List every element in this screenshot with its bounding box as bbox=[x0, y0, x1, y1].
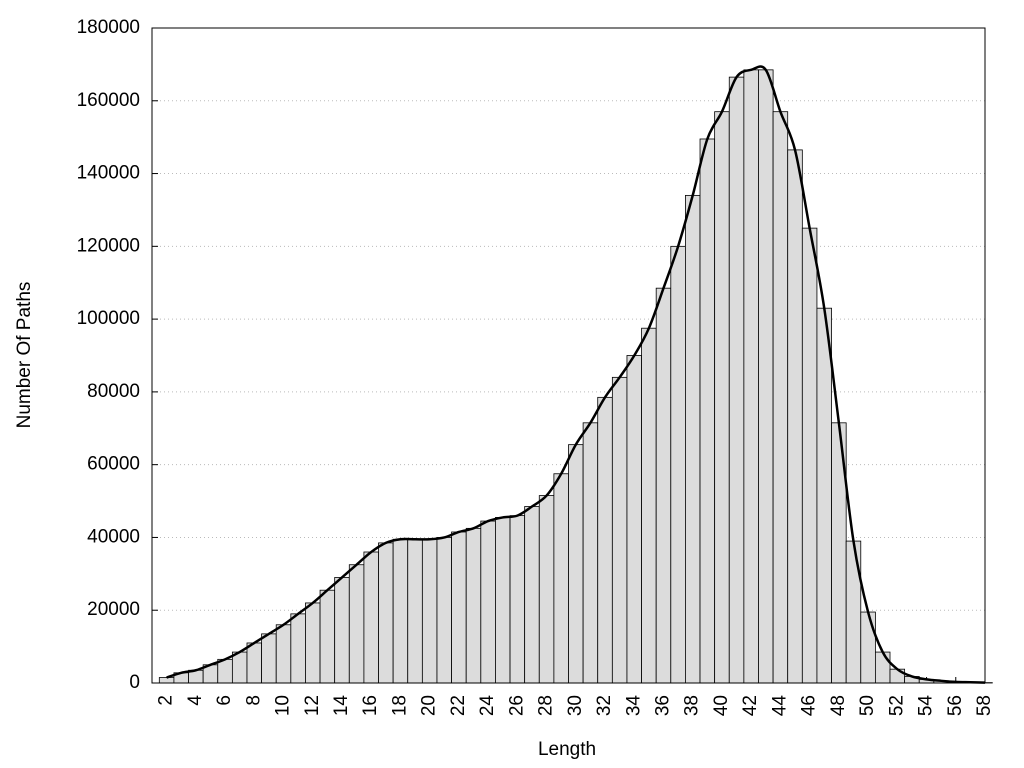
bar bbox=[495, 517, 511, 684]
x-tick-label: 54 bbox=[916, 695, 937, 717]
bar bbox=[348, 564, 365, 684]
y-tick-label: 100000 bbox=[77, 308, 140, 329]
y-tick-label: 0 bbox=[129, 672, 140, 693]
y-tick-label: 60000 bbox=[87, 454, 140, 475]
y-tick-label: 180000 bbox=[77, 17, 140, 38]
bar bbox=[305, 602, 321, 684]
x-tick-label: 10 bbox=[273, 695, 294, 716]
plot-frame bbox=[151, 27, 986, 684]
bar bbox=[874, 651, 891, 684]
x-tick-label: 50 bbox=[857, 695, 878, 716]
x-tick-label: 36 bbox=[653, 695, 674, 716]
bar bbox=[290, 613, 306, 684]
bar bbox=[275, 624, 292, 684]
bar bbox=[772, 111, 789, 684]
bar bbox=[509, 515, 526, 684]
bar bbox=[655, 287, 672, 684]
bar bbox=[436, 537, 452, 684]
y-tick-label: 120000 bbox=[77, 235, 140, 256]
bar bbox=[319, 589, 336, 684]
bar bbox=[758, 69, 774, 684]
x-tick-label: 12 bbox=[302, 695, 323, 716]
x-axis-label: Length bbox=[538, 739, 596, 760]
x-tick-label: 58 bbox=[974, 695, 995, 716]
bar bbox=[480, 520, 496, 684]
x-tick-label: 32 bbox=[594, 695, 615, 716]
bar bbox=[670, 245, 686, 684]
x-tick-label: 16 bbox=[360, 695, 381, 716]
y-tick-label: 140000 bbox=[77, 163, 140, 184]
x-tick-label: 52 bbox=[886, 695, 907, 716]
y-tick-label: 80000 bbox=[87, 381, 140, 402]
bar bbox=[714, 111, 730, 684]
x-tick-label: 28 bbox=[536, 695, 557, 716]
bar bbox=[611, 376, 628, 684]
bar bbox=[568, 444, 584, 684]
bar bbox=[231, 651, 248, 684]
x-tick-label: 2 bbox=[156, 695, 177, 706]
x-tick-label: 40 bbox=[711, 695, 732, 716]
bar bbox=[582, 422, 599, 684]
y-tick-label: 40000 bbox=[87, 526, 140, 547]
x-tick-label: 14 bbox=[331, 695, 352, 717]
bar bbox=[217, 658, 233, 684]
bar bbox=[699, 138, 716, 684]
y-tick-label: 20000 bbox=[87, 599, 140, 620]
bar bbox=[334, 577, 350, 684]
bar bbox=[597, 396, 613, 684]
bar bbox=[524, 506, 540, 684]
bar bbox=[641, 327, 657, 684]
x-tick-label: 18 bbox=[389, 695, 410, 716]
bar bbox=[421, 538, 438, 684]
x-tick-label: 4 bbox=[185, 695, 206, 706]
bar bbox=[743, 69, 759, 684]
x-tick-label: 34 bbox=[623, 695, 644, 717]
x-tick-label: 26 bbox=[506, 695, 527, 716]
bar bbox=[407, 538, 423, 684]
bar bbox=[728, 76, 745, 684]
bar bbox=[158, 677, 175, 684]
y-axis-label: Number Of Paths bbox=[14, 282, 35, 429]
bar bbox=[261, 633, 277, 684]
x-tick-label: 44 bbox=[769, 695, 790, 717]
x-tick-label: 24 bbox=[477, 695, 498, 717]
bar bbox=[246, 642, 263, 684]
bar bbox=[860, 611, 876, 684]
bar bbox=[685, 194, 701, 684]
bar bbox=[816, 307, 832, 684]
x-tick-label: 56 bbox=[945, 695, 966, 716]
y-tick-label: 160000 bbox=[77, 90, 140, 111]
bar bbox=[451, 531, 467, 684]
x-tick-label: 20 bbox=[419, 695, 440, 716]
bar bbox=[363, 551, 379, 684]
bar bbox=[801, 227, 818, 684]
x-tick-label: 42 bbox=[740, 695, 761, 716]
x-tick-label: 38 bbox=[682, 695, 703, 716]
bar bbox=[787, 149, 803, 684]
x-tick-label: 22 bbox=[448, 695, 469, 716]
bar bbox=[465, 527, 482, 684]
bar bbox=[626, 355, 642, 684]
bar bbox=[392, 538, 409, 684]
bar bbox=[378, 542, 394, 684]
bar bbox=[538, 495, 555, 684]
x-tick-label: 48 bbox=[828, 695, 849, 716]
bar bbox=[845, 540, 862, 684]
x-tick-label: 30 bbox=[565, 695, 586, 716]
trend-line bbox=[166, 65, 986, 684]
x-tick-label: 46 bbox=[799, 695, 820, 716]
x-tick-label: 6 bbox=[214, 695, 235, 706]
x-tick-label: 8 bbox=[243, 695, 264, 706]
bar bbox=[553, 473, 569, 684]
